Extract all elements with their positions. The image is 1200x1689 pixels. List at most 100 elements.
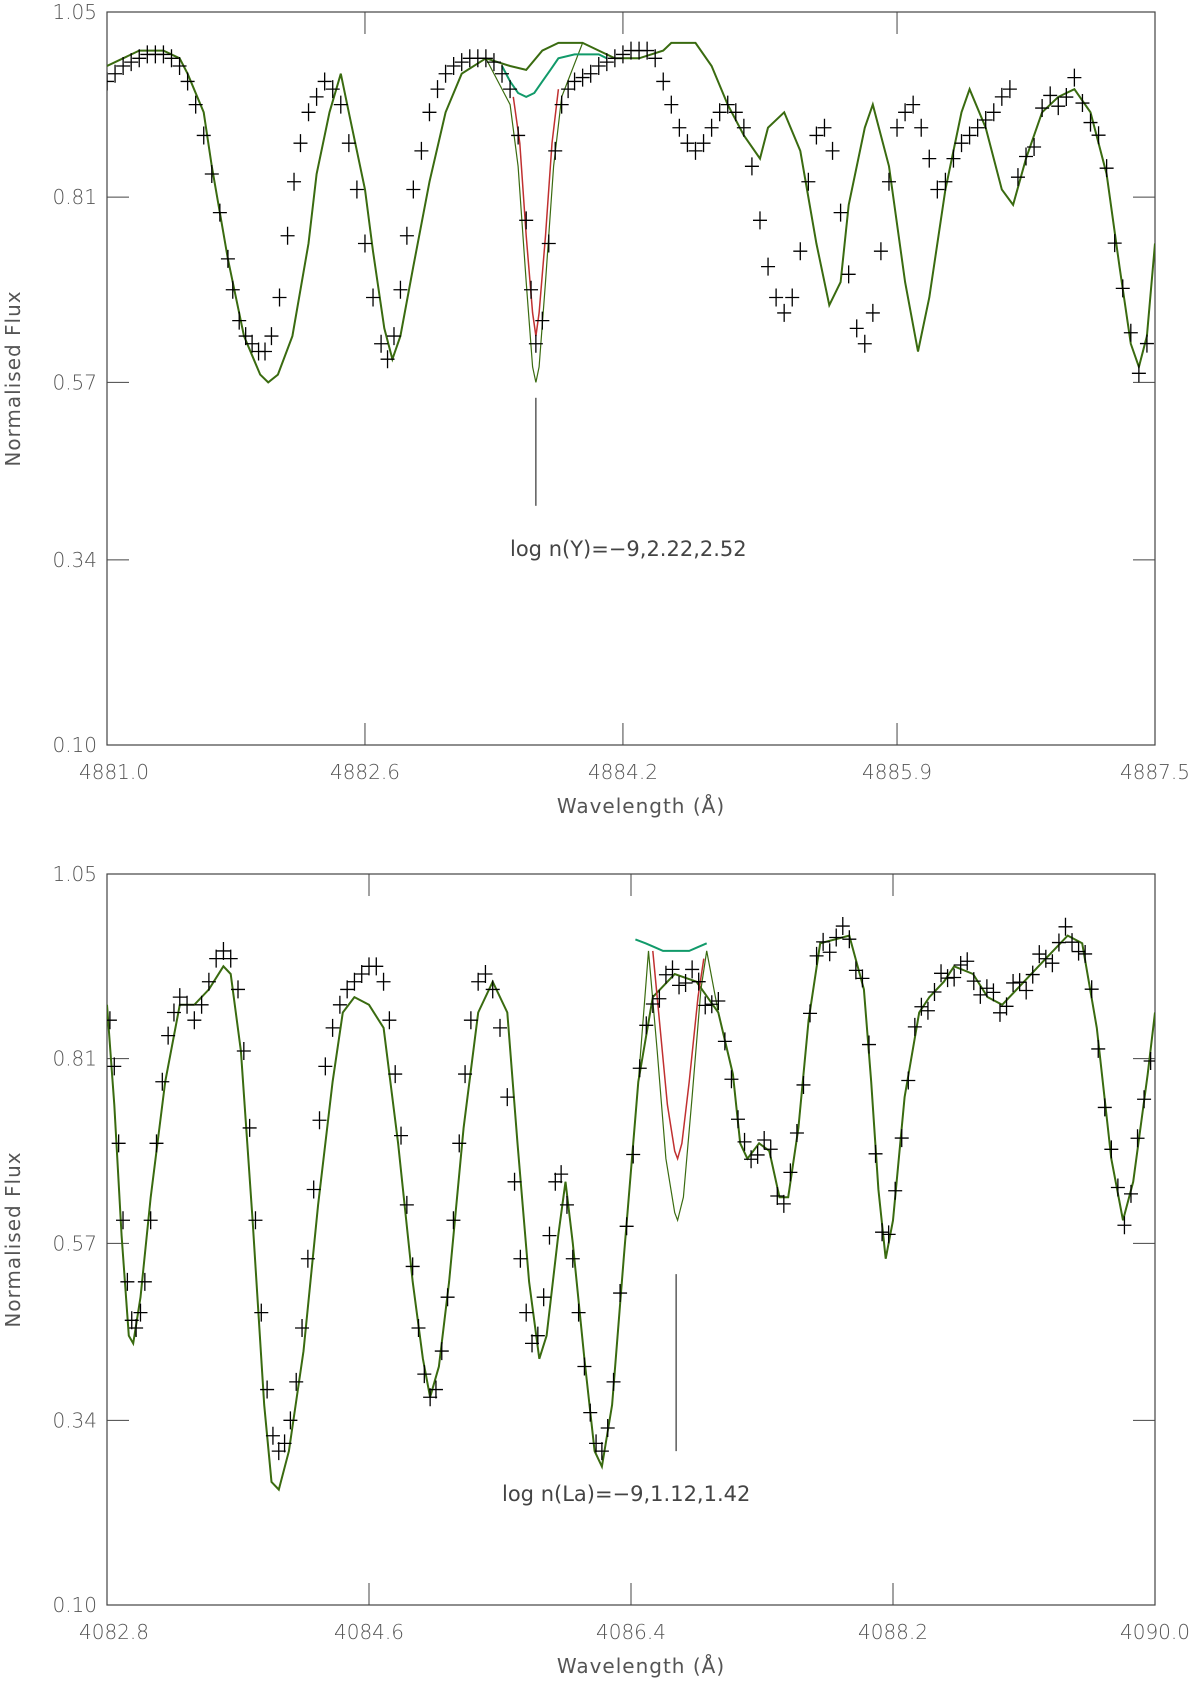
data-point bbox=[541, 234, 556, 253]
model-continuum-line bbox=[107, 41, 1155, 384]
data-point bbox=[254, 1303, 269, 1322]
data-point bbox=[507, 1172, 522, 1191]
data-point bbox=[528, 334, 543, 353]
data-point bbox=[366, 288, 381, 307]
data-point bbox=[986, 983, 1001, 1002]
data-point bbox=[594, 1442, 609, 1461]
model-no-element-line bbox=[501, 53, 608, 99]
data-point bbox=[414, 141, 429, 160]
data-point bbox=[220, 249, 235, 268]
data-point bbox=[966, 972, 981, 991]
data-point bbox=[535, 311, 550, 330]
data-point bbox=[478, 49, 493, 68]
data-point bbox=[116, 57, 131, 76]
data-point bbox=[648, 49, 663, 68]
data-point bbox=[1006, 973, 1021, 992]
data-point bbox=[672, 976, 687, 995]
data-point bbox=[1002, 80, 1017, 99]
data-point bbox=[1019, 981, 1034, 1000]
data-point bbox=[803, 1004, 818, 1023]
data-point bbox=[565, 1249, 580, 1268]
data-point bbox=[640, 41, 655, 60]
data-point bbox=[446, 57, 461, 76]
data-point bbox=[187, 1011, 202, 1030]
y-tick-label: 1.05 bbox=[52, 0, 97, 24]
data-point bbox=[1012, 973, 1027, 992]
x-axis-title: Wavelength (Å) bbox=[557, 1654, 725, 1678]
x-tick-label: 4885.9 bbox=[862, 760, 932, 784]
data-point bbox=[901, 1071, 916, 1090]
data-point bbox=[1051, 933, 1066, 952]
y-axis-title: Normalised Flux bbox=[1, 1151, 25, 1327]
data-point bbox=[309, 87, 324, 106]
data-point bbox=[486, 53, 501, 72]
data-point bbox=[776, 1194, 791, 1213]
data-point bbox=[769, 288, 784, 307]
data-point bbox=[704, 118, 719, 137]
data-point bbox=[393, 280, 408, 299]
data-point bbox=[632, 1059, 647, 1078]
data-point bbox=[583, 64, 598, 83]
data-point bbox=[914, 118, 929, 137]
data-point bbox=[600, 1419, 615, 1438]
data-point bbox=[855, 969, 870, 988]
x-tick-label: 4090.0 bbox=[1120, 1620, 1190, 1644]
data-point bbox=[293, 134, 308, 153]
data-point bbox=[752, 211, 767, 230]
x-axis-title: Wavelength (Å) bbox=[557, 794, 725, 818]
data-point bbox=[430, 80, 445, 99]
data-point bbox=[107, 1011, 117, 1030]
data-point bbox=[260, 1380, 275, 1399]
data-point bbox=[1107, 234, 1122, 253]
data-point bbox=[793, 242, 808, 261]
data-point bbox=[137, 1272, 152, 1291]
data-point bbox=[717, 1032, 732, 1051]
data-point bbox=[155, 1072, 170, 1091]
data-point bbox=[785, 288, 800, 307]
data-point bbox=[232, 311, 247, 330]
data-point bbox=[399, 226, 414, 245]
data-point bbox=[841, 265, 856, 284]
data-point bbox=[1130, 1129, 1145, 1148]
data-point bbox=[312, 1111, 327, 1130]
data-point bbox=[295, 1318, 310, 1337]
data-point bbox=[712, 103, 727, 122]
data-point bbox=[888, 1181, 903, 1200]
data-point bbox=[258, 342, 273, 361]
data-point bbox=[519, 211, 534, 230]
data-point bbox=[1032, 945, 1047, 964]
data-point bbox=[1010, 168, 1025, 187]
data-point bbox=[938, 172, 953, 191]
data-point bbox=[1025, 965, 1040, 984]
data-point bbox=[1139, 334, 1154, 353]
data-point bbox=[107, 72, 114, 91]
data-point bbox=[434, 1342, 449, 1361]
data-point bbox=[524, 280, 539, 299]
data-point bbox=[1067, 68, 1082, 87]
data-point bbox=[485, 980, 500, 999]
data-point bbox=[172, 57, 187, 76]
data-point bbox=[777, 303, 792, 322]
data-point bbox=[374, 334, 389, 353]
data-point bbox=[332, 995, 347, 1014]
data-point bbox=[1137, 1090, 1152, 1109]
model-enhanced-line bbox=[107, 42, 1155, 384]
data-point bbox=[934, 964, 949, 983]
data-point bbox=[133, 1303, 148, 1322]
data-point bbox=[875, 1223, 890, 1242]
x-tick-label: 4887.5 bbox=[1120, 760, 1190, 784]
data-point bbox=[317, 72, 332, 91]
data-point bbox=[111, 1134, 126, 1153]
data-point bbox=[583, 1403, 598, 1422]
data-point bbox=[825, 141, 840, 160]
data-point bbox=[994, 87, 1009, 106]
data-point bbox=[691, 972, 706, 991]
data-point bbox=[575, 68, 590, 87]
data-point bbox=[986, 103, 1001, 122]
data-point bbox=[606, 1372, 621, 1391]
data-point bbox=[1084, 980, 1099, 999]
data-point bbox=[406, 180, 421, 199]
data-point bbox=[411, 1318, 426, 1337]
data-point bbox=[881, 1225, 896, 1244]
data-point bbox=[613, 1284, 628, 1303]
